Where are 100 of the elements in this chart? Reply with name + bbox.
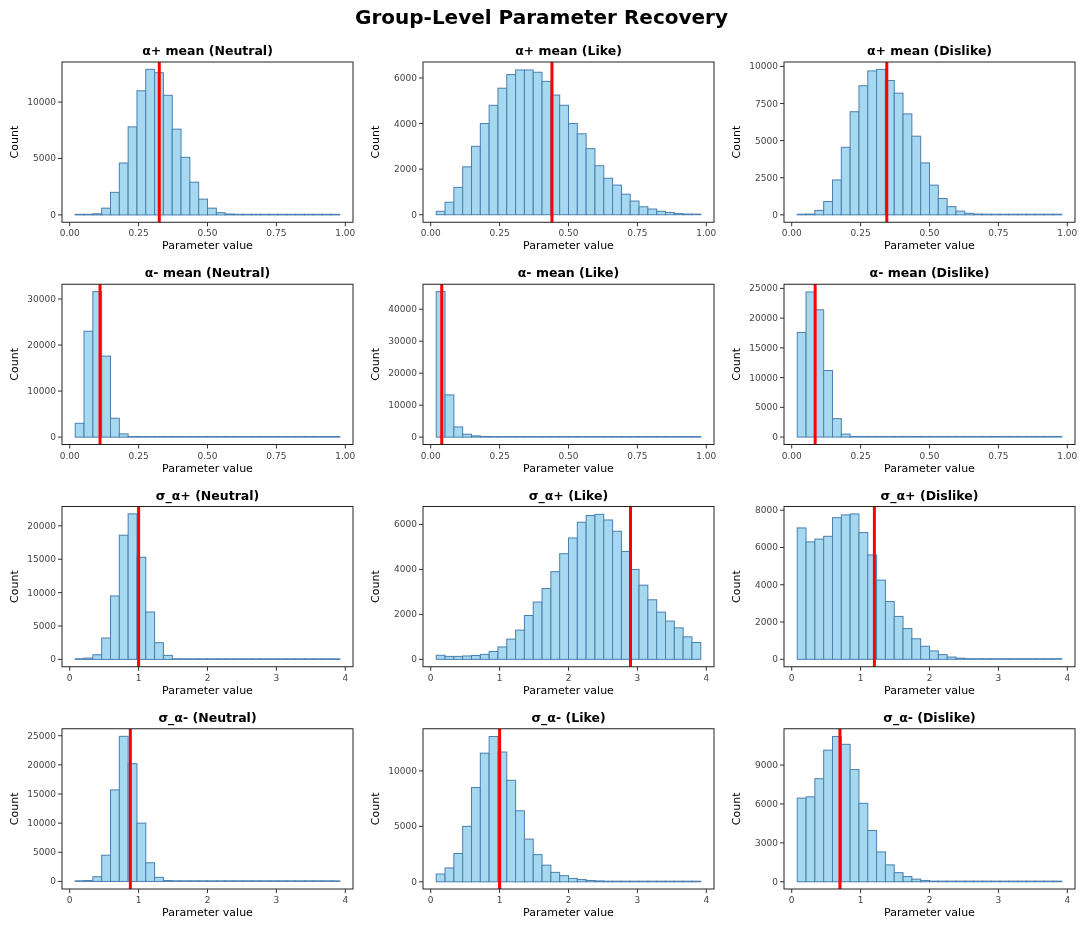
- x-tick-label: 3: [634, 672, 641, 683]
- chart-title: σ_α+ (Like): [528, 487, 609, 504]
- y-tick-label: 6000: [755, 542, 779, 553]
- x-tick-label: 1: [857, 672, 864, 683]
- y-tick-label: 20000: [388, 368, 418, 379]
- x-axis-title: Parameter value: [884, 683, 976, 697]
- y-axis-title: Count: [730, 347, 743, 381]
- y-tick-label: 30000: [27, 293, 57, 304]
- y-tick-label: 10000: [27, 386, 57, 397]
- y-tick-label: 0: [772, 876, 779, 887]
- x-tick-label: 0: [427, 895, 434, 905]
- x-tick-label: 1: [135, 672, 142, 683]
- y-tick-label: 20000: [749, 313, 779, 324]
- chart-title: α- mean (Like): [517, 265, 620, 281]
- y-axis-title: Count: [369, 125, 382, 159]
- x-tick-label: 0: [788, 672, 795, 683]
- y-tick-label: 0: [411, 654, 418, 665]
- x-tick-label: 0.75: [266, 450, 287, 461]
- y-tick-label: 2000: [394, 609, 418, 620]
- x-tick-label: 0.00: [59, 450, 81, 461]
- x-tick-label: 3: [995, 895, 1002, 905]
- y-tick-label: 10000: [27, 818, 57, 829]
- x-tick-label: 0.75: [627, 450, 648, 461]
- x-tick-label: 0.50: [197, 450, 218, 461]
- x-tick-label: 4: [342, 895, 349, 905]
- x-tick-label: 4: [1064, 895, 1071, 905]
- y-tick-label: 5000: [33, 153, 57, 164]
- y-axis-title: Count: [8, 347, 21, 381]
- x-tick-label: 0: [66, 895, 73, 905]
- text: Group-Level Parameter Recovery: [355, 5, 728, 29]
- x-tick-label: 0.75: [988, 228, 1009, 239]
- x-tick-label: 1.00: [696, 450, 717, 461]
- y-tick-label: 15000: [27, 554, 57, 565]
- y-tick-label: 10000: [27, 97, 57, 108]
- chart-title: α+ mean (Dislike): [866, 43, 993, 58]
- chart-title: σ_α- (Dislike): [883, 709, 976, 726]
- y-tick-label: 0: [411, 432, 418, 443]
- x-tick-label: 1: [496, 672, 503, 683]
- x-tick-label: 2: [204, 895, 211, 905]
- chart-title: α+ mean (Like): [515, 43, 622, 58]
- y-tick-label: 6000: [394, 519, 418, 530]
- chart-title: σ_α+ (Neutral): [155, 487, 260, 504]
- x-tick-label: 2: [565, 672, 572, 683]
- x-tick-label: 3: [273, 895, 280, 905]
- y-tick-label: 20000: [27, 759, 57, 770]
- y-tick-label: 5000: [755, 402, 779, 413]
- x-tick-label: 2: [926, 672, 933, 683]
- y-tick-label: 5000: [33, 621, 57, 632]
- x-tick-label: 1: [135, 895, 142, 905]
- x-tick-label: 0.00: [420, 228, 442, 239]
- x-tick-label: 1.00: [335, 450, 356, 461]
- y-tick-label: 0: [50, 209, 57, 220]
- y-axis-title: Count: [730, 569, 743, 603]
- y-tick-label: 10000: [388, 765, 418, 776]
- x-tick-label: 2: [926, 895, 933, 905]
- x-tick-label: 4: [342, 672, 349, 683]
- y-tick-label: 40000: [388, 304, 418, 315]
- x-tick-label: 0.50: [197, 228, 218, 239]
- y-tick-label: 0: [411, 209, 418, 220]
- x-tick-label: 0.75: [988, 450, 1009, 461]
- y-tick-label: 20000: [27, 340, 57, 351]
- x-axis-title: Parameter value: [523, 239, 615, 253]
- x-tick-label: 1.00: [1057, 450, 1078, 461]
- y-tick-label: 25000: [749, 283, 779, 294]
- x-tick-label: 4: [703, 895, 710, 905]
- y-tick-label: 10000: [749, 372, 779, 383]
- x-tick-label: 1.00: [335, 228, 356, 239]
- y-tick-label: 15000: [749, 342, 779, 353]
- x-axis-title: Parameter value: [884, 906, 976, 919]
- x-tick-label: 0.25: [489, 450, 510, 461]
- chart-title: α- mean (Dislike): [869, 265, 990, 281]
- y-axis-title: Count: [8, 125, 21, 159]
- x-tick-label: 4: [703, 672, 710, 683]
- x-tick-label: 0.25: [128, 228, 149, 239]
- x-tick-label: 4: [1064, 672, 1071, 683]
- y-axis-title: Count: [8, 569, 21, 603]
- chart-title: α+ mean (Neutral): [142, 43, 273, 58]
- y-axis-title: Count: [369, 569, 382, 603]
- y-tick-label: 0: [50, 654, 57, 665]
- y-tick-label: 5000: [755, 135, 779, 146]
- x-axis-title: Parameter value: [523, 683, 615, 697]
- chart-title: σ_α+ (Dislike): [880, 487, 979, 504]
- x-tick-label: 0.25: [850, 228, 871, 239]
- y-tick-label: 10000: [27, 587, 57, 598]
- x-axis-title: Parameter value: [523, 906, 615, 919]
- x-tick-label: 0: [788, 895, 795, 905]
- y-tick-label: 2000: [755, 617, 779, 628]
- y-tick-label: 4000: [394, 118, 418, 129]
- y-tick-label: 25000: [27, 730, 57, 741]
- x-tick-label: 1.00: [1057, 228, 1078, 239]
- y-tick-label: 10000: [749, 61, 779, 72]
- y-tick-label: 0: [411, 876, 418, 887]
- x-tick-label: 2: [204, 672, 211, 683]
- y-tick-label: 0: [772, 654, 779, 665]
- y-tick-label: 5000: [394, 821, 418, 832]
- x-tick-label: 1.00: [696, 228, 717, 239]
- x-tick-label: 0.25: [128, 450, 149, 461]
- x-tick-label: 0.50: [919, 228, 940, 239]
- x-tick-label: 0.00: [781, 450, 803, 461]
- x-tick-label: 0.25: [850, 450, 871, 461]
